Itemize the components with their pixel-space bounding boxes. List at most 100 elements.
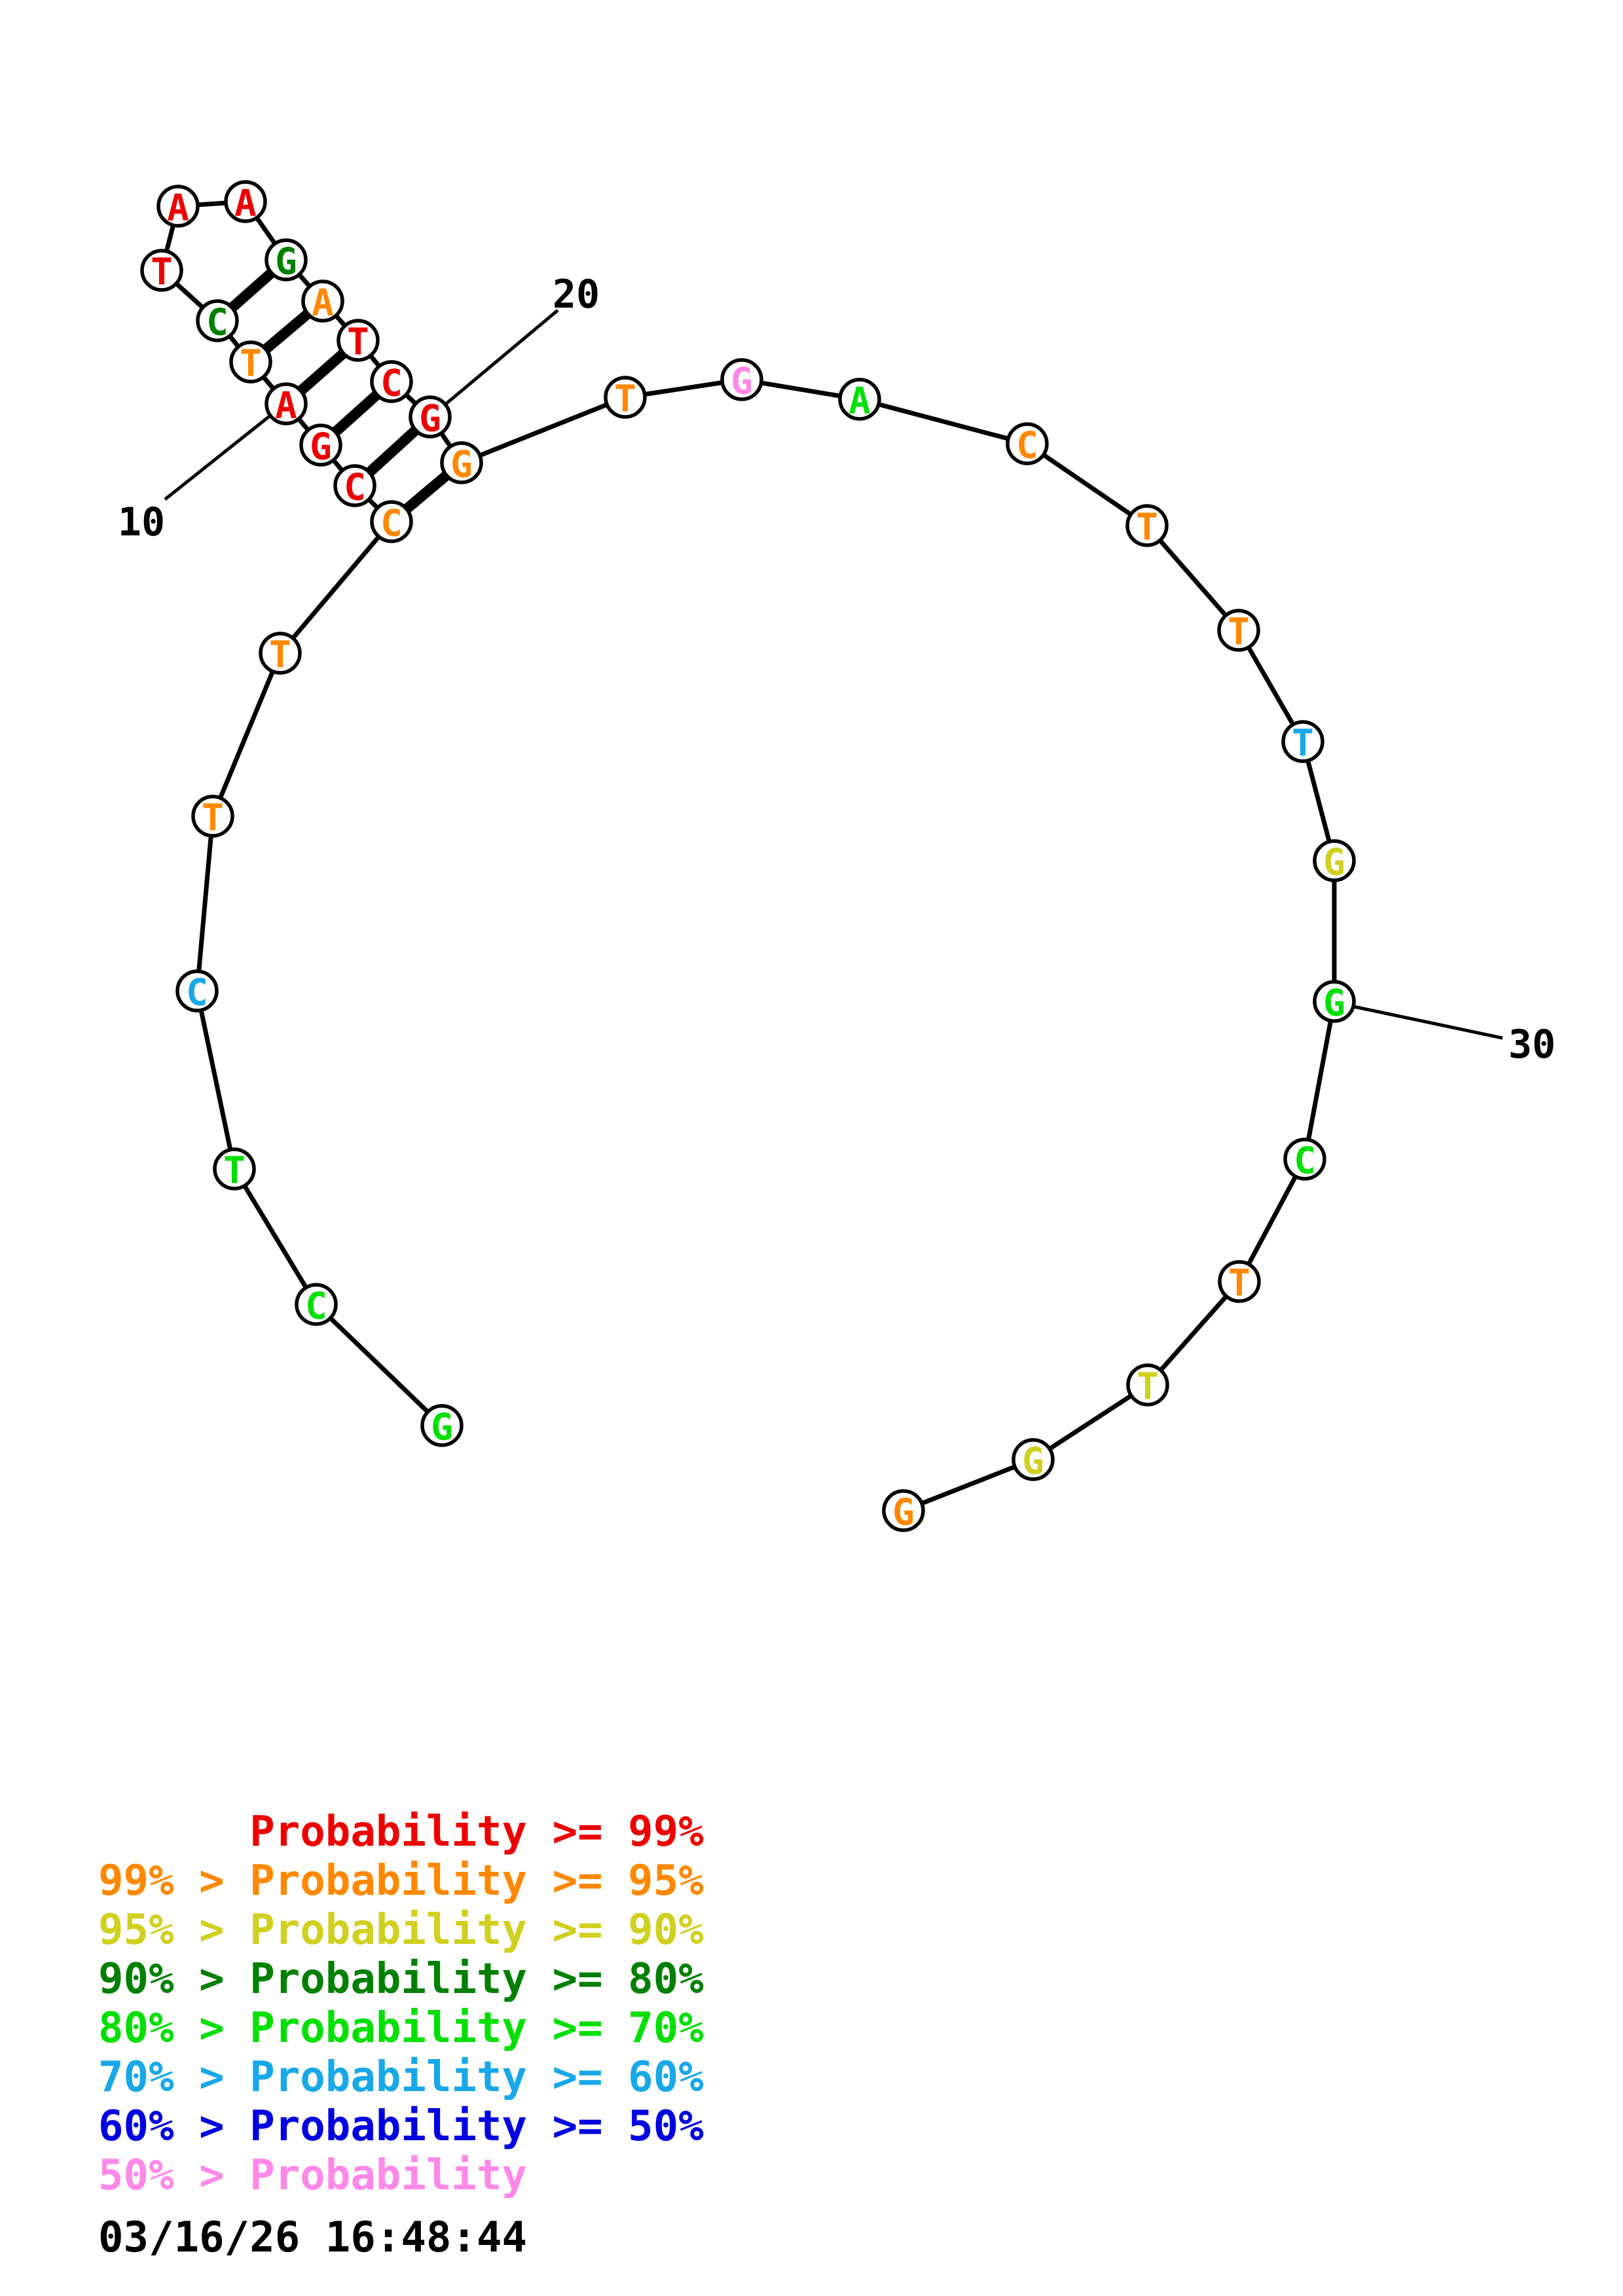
nucleotide-circle-16	[264, 238, 308, 281]
nucleotide-base-28: T	[1292, 723, 1314, 765]
nucleotide-base-9: G	[310, 426, 332, 469]
backbone-segment	[210, 652, 283, 817]
nucleotide-base-31: C	[1294, 1140, 1316, 1183]
label-leader-line	[164, 414, 272, 501]
nucleotide-base-14: A	[167, 187, 189, 230]
legend-row-4: 90% > Probability >= 80%	[98, 1955, 704, 2003]
nucleotide-base-6: T	[269, 634, 291, 677]
nucleotide-circle-10	[264, 382, 308, 425]
nucleotide-circle-27	[1217, 609, 1260, 652]
nucleotide-base-3: T	[223, 1150, 246, 1193]
backbone-segment	[314, 1302, 444, 1427]
nucleotide-circle-34	[1012, 1438, 1055, 1481]
nucleotide-circle-11	[229, 340, 272, 384]
nucleotide-circle-12	[196, 299, 239, 342]
timestamp: 03/16/26 16:48:44	[98, 2214, 528, 2262]
nucleotide-circle-5	[191, 795, 234, 838]
nucleotide-base-15: A	[234, 183, 257, 225]
legend-row-1: Probability >= 99%	[98, 1808, 704, 1856]
nucleotide-circle-1	[420, 1404, 464, 1447]
nucleotide-base-21: G	[450, 444, 473, 486]
backbone-segment	[1146, 1280, 1241, 1387]
legend-row-2: 99% > Probability >= 95%	[98, 1857, 704, 1905]
nucleotide-circle-19	[370, 360, 413, 403]
nucleotide-circle-17	[301, 279, 344, 323]
label-leader-line	[444, 309, 559, 406]
sequence-number-label-20: 20	[553, 272, 600, 317]
nucleotide-base-7: C	[380, 503, 403, 545]
nucleotide-base-33: T	[1137, 1366, 1159, 1408]
sequence-number-label-30: 30	[1508, 1022, 1556, 1067]
backbone-segment	[902, 1457, 1034, 1513]
nucleotide-circle-33	[1126, 1363, 1169, 1407]
nucleotide-base-8: C	[344, 467, 366, 509]
nucleotide-circle-8	[333, 464, 376, 507]
backbone-segment	[460, 395, 627, 465]
nucleotide-circle-13	[140, 249, 183, 292]
backbone-segment	[194, 816, 215, 992]
nucleotide-base-22: T	[614, 378, 636, 421]
nucleotide-base-19: C	[380, 363, 403, 405]
nucleotide-base-29: G	[1323, 842, 1345, 884]
nucleotide-circle-35	[882, 1489, 925, 1532]
nucleotide-circle-6	[259, 632, 302, 675]
nucleotide-circle-14	[156, 185, 200, 228]
nucleotide-circle-20	[409, 395, 452, 439]
probability-legend: Probability >= 99% 99% > Probability >= 9…	[98, 1808, 704, 2200]
nucleotide-base-12: C	[206, 302, 228, 344]
nucleotide-circle-9	[299, 423, 342, 467]
backbone-segment	[1145, 524, 1241, 632]
nucleotide-base-26: T	[1136, 507, 1158, 549]
nucleotide-base-30: G	[1323, 982, 1345, 1025]
nucleotide-circle-15	[224, 180, 267, 223]
legend-row-7: 60% > Probability >= 50%	[98, 2102, 704, 2151]
backbone-segment	[1237, 1158, 1307, 1283]
nucleotide-base-18: T	[347, 321, 369, 364]
nucleotide-base-5: T	[202, 797, 224, 840]
nucleotide-base-27: T	[1228, 611, 1250, 654]
nucleotide-base-35: G	[892, 1492, 915, 1534]
nucleotide-circle-31	[1283, 1138, 1326, 1181]
nucleotide-base-11: T	[240, 343, 262, 386]
nucleotide-base-10: A	[275, 385, 297, 427]
backbone-segment	[278, 520, 393, 655]
nucleotide-circle-18	[337, 319, 380, 362]
legend-row-8: 50% > Probability	[98, 2151, 528, 2200]
backbone-segment	[194, 990, 237, 1170]
nucleotide-circle-32	[1218, 1260, 1261, 1303]
backbone-segment	[859, 397, 1028, 446]
nucleotide-base-24: A	[848, 380, 871, 423]
nucleotide-circle-28	[1281, 720, 1324, 763]
nucleotide-base-32: T	[1228, 1263, 1250, 1305]
nucleotide-circle-21	[440, 441, 483, 484]
backbone-segment	[1302, 1001, 1337, 1160]
nucleotide-base-13: T	[151, 251, 173, 294]
nucleotide-base-23: G	[731, 361, 753, 403]
nucleotide-base-34: G	[1022, 1441, 1044, 1483]
nucleotide-base-20: G	[419, 398, 441, 440]
nucleotide-circle-26	[1125, 504, 1169, 547]
nucleotide-base-4: C	[186, 972, 208, 1014]
nucleotide-circle-3	[213, 1147, 256, 1191]
nucleotide-base-1: G	[431, 1407, 453, 1449]
backbone-segment	[1032, 1383, 1149, 1462]
sequence-number-label-10: 10	[118, 499, 165, 545]
legend-row-5: 80% > Probability >= 70%	[98, 2004, 704, 2053]
nucleotide-circle-23	[720, 358, 763, 401]
nucleotide-circle-7	[370, 500, 413, 543]
legend-row-6: 70% > Probability >= 60%	[98, 2053, 704, 2102]
nucleotide-circle-29	[1313, 839, 1356, 882]
legend-row-3: 95% > Probability >= 90%	[98, 1906, 704, 1954]
nucleotide-base-25: C	[1016, 425, 1038, 467]
label-leader-line	[1353, 1005, 1503, 1040]
nucleotide-base-17: A	[312, 282, 334, 325]
nucleotide-circle-2	[295, 1283, 338, 1326]
nucleotide-circle-30	[1313, 980, 1356, 1023]
nucleotide-base-2: C	[305, 1285, 327, 1328]
nucleotide-base-16: G	[275, 241, 297, 283]
nucleotide-circle-4	[175, 969, 219, 1013]
nucleotide-circle-25	[1006, 422, 1049, 465]
nucleotide-circle-24	[838, 378, 881, 421]
